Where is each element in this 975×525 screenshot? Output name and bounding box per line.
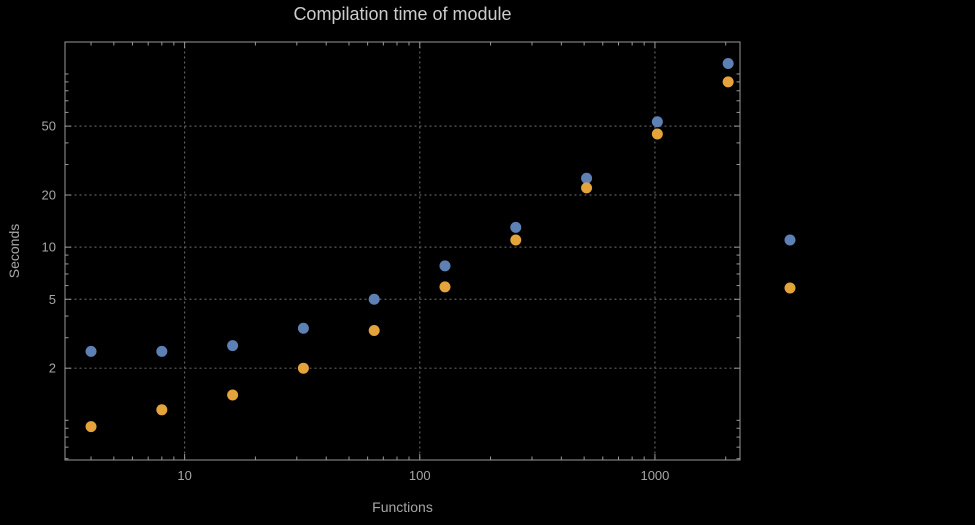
plot-frame xyxy=(64,41,741,461)
y-tick-label: 2 xyxy=(49,361,56,376)
data-point xyxy=(651,116,663,128)
y-tick-label: 50 xyxy=(42,119,56,134)
data-point xyxy=(368,325,380,337)
data-point xyxy=(651,128,663,140)
x-tick-label: 1000 xyxy=(640,468,669,483)
data-point xyxy=(368,293,380,305)
data-point xyxy=(722,57,734,69)
data-point xyxy=(227,389,239,401)
y-tick-label: 10 xyxy=(42,240,56,255)
chart-title: Compilation time of module xyxy=(293,4,512,24)
legend-marker xyxy=(784,234,796,246)
x-tick-label: 100 xyxy=(409,468,431,483)
y-axis-label: Seconds xyxy=(6,223,22,279)
data-point xyxy=(85,345,97,357)
data-point xyxy=(156,404,168,416)
data-point xyxy=(722,76,734,88)
legend-marker xyxy=(784,282,796,294)
data-point xyxy=(510,234,522,246)
data-point xyxy=(297,362,309,374)
data-point xyxy=(297,322,309,334)
y-tick-label: 20 xyxy=(42,188,56,203)
data-point xyxy=(439,260,451,272)
data-point xyxy=(85,421,97,433)
x-tick-label: 10 xyxy=(177,468,191,483)
data-point xyxy=(510,221,522,233)
y-tick-label: 5 xyxy=(49,292,56,307)
data-point xyxy=(581,182,593,194)
data-point xyxy=(156,345,168,357)
data-point xyxy=(581,172,593,184)
data-point xyxy=(439,281,451,293)
data-point xyxy=(227,340,239,352)
x-axis-label: Functions xyxy=(372,499,433,515)
